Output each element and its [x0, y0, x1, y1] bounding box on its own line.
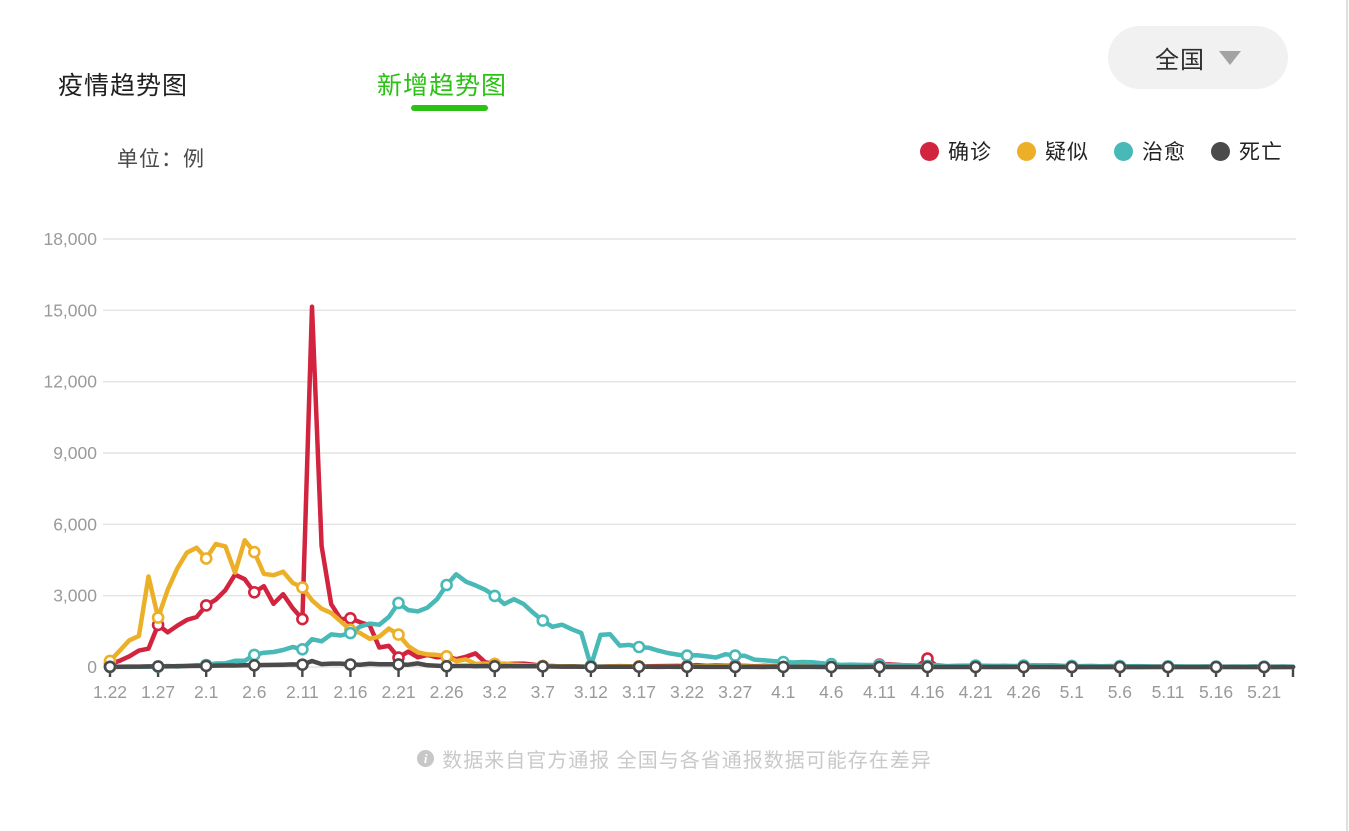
svg-text:2.21: 2.21 [382, 682, 416, 702]
legend-label: 死亡 [1239, 141, 1283, 164]
svg-text:2.6: 2.6 [242, 682, 266, 702]
svg-text:5.11: 5.11 [1152, 682, 1185, 702]
svg-text:3.7: 3.7 [531, 682, 555, 702]
legend-item-cured[interactable]: 治愈 [1114, 136, 1186, 166]
svg-text:4.11: 4.11 [863, 682, 896, 702]
legend-label: 治愈 [1142, 141, 1186, 164]
svg-text:6,000: 6,000 [53, 514, 97, 534]
data-source-text: 数据来自官方通报 全国与各省通报数据可能存在差异 [442, 750, 932, 772]
suspected-dot-icon [1017, 141, 1036, 161]
svg-text:3.2: 3.2 [483, 682, 507, 702]
svg-text:18,000: 18,000 [43, 229, 97, 249]
svg-text:5.16: 5.16 [1199, 682, 1233, 702]
page-edge-divider [1346, 0, 1348, 831]
legend-item-suspected[interactable]: 疑似 [1017, 136, 1089, 166]
active-tab-underline [411, 105, 488, 111]
death-dot-icon [1211, 141, 1230, 161]
tab-epidemic-trend[interactable]: 疫情趋势图 [58, 72, 189, 100]
unit-label: 单位：例 [117, 148, 205, 171]
svg-text:3,000: 3,000 [53, 586, 97, 606]
svg-text:12,000: 12,000 [43, 372, 97, 392]
region-dropdown[interactable]: 全国 [1108, 26, 1288, 89]
svg-text:9,000: 9,000 [53, 443, 97, 463]
svg-text:1.22: 1.22 [93, 682, 127, 702]
data-source-note: i 数据来自官方通报 全国与各省通报数据可能存在差异 [0, 744, 1349, 773]
svg-text:4.26: 4.26 [1007, 682, 1041, 702]
tab-new-trend[interactable]: 新增趋势图 [377, 72, 508, 100]
svg-text:5.21: 5.21 [1247, 682, 1281, 702]
svg-text:15,000: 15,000 [43, 300, 97, 320]
svg-text:3.27: 3.27 [718, 682, 752, 702]
svg-text:1.27: 1.27 [141, 682, 175, 702]
info-icon: i [417, 750, 435, 767]
svg-text:5.1: 5.1 [1060, 682, 1084, 702]
svg-text:0: 0 [87, 657, 97, 677]
svg-text:3.17: 3.17 [622, 682, 656, 702]
legend-label: 疑似 [1045, 141, 1089, 164]
svg-text:3.12: 3.12 [574, 682, 608, 702]
region-dropdown-label: 全国 [1155, 47, 1205, 74]
confirmed-dot-icon [920, 141, 939, 161]
svg-text:2.26: 2.26 [430, 682, 464, 702]
svg-text:2.16: 2.16 [333, 682, 367, 702]
chevron-down-icon [1219, 50, 1241, 65]
legend-item-death[interactable]: 死亡 [1211, 136, 1283, 166]
svg-text:4.1: 4.1 [771, 682, 795, 702]
svg-text:4.16: 4.16 [910, 682, 944, 702]
chart-legend: 确诊 疑似 治愈 死亡 [920, 136, 1308, 166]
svg-text:4.6: 4.6 [819, 682, 843, 702]
svg-text:3.22: 3.22 [670, 682, 704, 702]
legend-label: 确诊 [948, 141, 992, 164]
svg-text:4.21: 4.21 [959, 682, 993, 702]
svg-text:5.6: 5.6 [1108, 682, 1132, 702]
legend-item-confirmed[interactable]: 确诊 [920, 136, 992, 166]
svg-text:2.1: 2.1 [194, 682, 218, 702]
cured-dot-icon [1114, 141, 1133, 161]
svg-text:2.11: 2.11 [286, 682, 319, 702]
